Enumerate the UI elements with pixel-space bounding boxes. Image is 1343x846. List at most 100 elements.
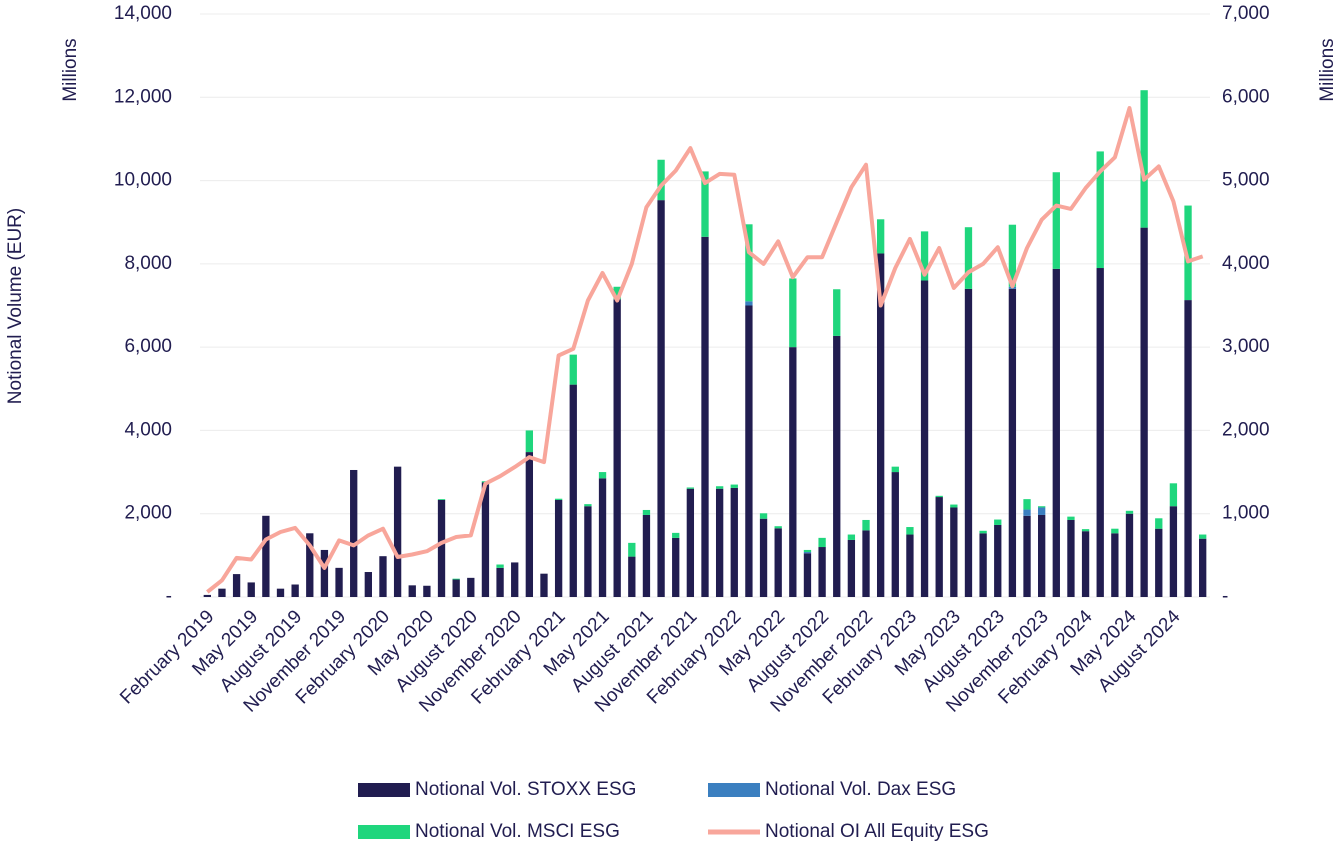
y-tick-label: 4,000: [124, 419, 172, 440]
bar-segment: [759, 518, 768, 597]
y-tick-label: 8,000: [124, 253, 172, 274]
y2-tick-label: 6,000: [1222, 86, 1270, 107]
bar-segment: [1155, 528, 1163, 597]
bar-segment: [232, 574, 241, 597]
bar-segment: [994, 519, 1002, 525]
bar-segment: [715, 486, 724, 489]
bar-segment: [613, 299, 621, 597]
bar-segment: [1111, 528, 1119, 534]
bar-segment: [920, 280, 929, 597]
bar-segment: [437, 499, 446, 597]
bar-segment: [1081, 529, 1090, 532]
bar-segment: [774, 528, 782, 597]
bar-segment: [657, 200, 665, 598]
legend-label: Notional Vol. STOXX ESG: [415, 779, 636, 800]
bar-segment: [774, 526, 782, 529]
bar-segment: [672, 532, 680, 538]
bar-segment: [950, 507, 958, 597]
legend-label: Notional Vol. Dax ESG: [765, 779, 956, 800]
bar-segment: [847, 539, 856, 597]
bar-segment: [584, 504, 592, 507]
bar-segment: [481, 482, 490, 597]
bar-segment: [803, 553, 812, 597]
bar-segment: [920, 231, 929, 281]
bar-segment: [891, 472, 899, 597]
bar-segment: [818, 537, 826, 548]
bar-segment: [876, 253, 885, 598]
bar-segment: [1184, 205, 1192, 301]
bar-segment: [862, 519, 870, 531]
bar-segment: [262, 515, 270, 597]
y2-tick-label: 2,000: [1222, 419, 1270, 440]
legend-label: Notional Vol. MSCI ESG: [415, 821, 620, 842]
bar-segment: [525, 430, 534, 453]
bar-segment: [452, 578, 460, 580]
bar-segment: [745, 224, 753, 302]
bar-segment: [803, 552, 812, 554]
bar-segment: [276, 588, 285, 597]
bar-segment: [759, 513, 768, 519]
y2-tick-label: 4,000: [1222, 253, 1270, 274]
bar-segment: [540, 573, 548, 597]
y2-tick-label: 3,000: [1222, 336, 1270, 357]
bar-segment: [906, 534, 914, 597]
bar-segment: [467, 577, 475, 597]
legend-swatch: [358, 783, 410, 797]
bar-segment: [393, 466, 402, 597]
bar-segment: [642, 514, 651, 597]
bar-segment: [964, 288, 973, 597]
bar-segment: [745, 301, 753, 306]
bar-segment: [1023, 515, 1031, 597]
bar-segment: [715, 488, 724, 597]
legend-swatch: [708, 783, 760, 797]
bar-segment: [496, 567, 504, 597]
y2-tick-label: 1,000: [1222, 503, 1270, 524]
line: [206, 106, 1204, 594]
bar-segment: [745, 305, 753, 597]
bar-segment: [1067, 519, 1075, 597]
bar-segment: [935, 497, 943, 597]
bar-segment: [906, 527, 914, 535]
bar-segment: [876, 219, 885, 254]
bar-segment: [730, 487, 738, 597]
bar-segment: [335, 567, 343, 597]
bar-segment: [847, 534, 856, 540]
bar-segment: [1038, 514, 1046, 597]
bar-segment: [994, 524, 1002, 597]
bar-segment: [1199, 534, 1207, 539]
bar-segment: [1023, 509, 1031, 516]
bar-segment: [554, 499, 563, 597]
bar-segment: [833, 289, 841, 336]
bar-segment: [686, 488, 695, 597]
bar-segment: [1184, 300, 1192, 597]
bar-segment: [525, 452, 534, 597]
bar-segment: [511, 562, 519, 597]
bar-segment: [730, 484, 738, 488]
bar-segment: [291, 584, 299, 597]
bar-segment: [247, 582, 255, 597]
bar-segment: [789, 347, 797, 597]
bar-segment: [1008, 224, 1017, 287]
bar-segment: [598, 478, 607, 597]
bar-segment: [408, 585, 416, 597]
bar-segment: [1169, 506, 1178, 597]
bar-segment: [364, 572, 372, 597]
legend-swatch: [358, 825, 410, 839]
bar-segment: [1199, 538, 1207, 597]
bar-segment: [701, 171, 709, 237]
bar-segment: [672, 537, 680, 597]
bar-segment: [218, 588, 226, 597]
y-axis-label: Notional Volume (EUR): [5, 208, 26, 404]
bar-segment: [950, 504, 958, 508]
bar-segment: [628, 556, 636, 597]
bar-segment: [979, 533, 987, 597]
bar-segment: [1023, 499, 1031, 510]
bar-segment: [1111, 533, 1119, 597]
y-tick-label: 14,000: [114, 3, 172, 24]
legend-label: Notional OI All Equity ESG: [765, 821, 989, 842]
bar-segment: [306, 533, 314, 597]
bar-segment: [569, 354, 577, 385]
bar-segment: [569, 384, 577, 597]
y2-tick-label: -: [1222, 586, 1228, 607]
bar-segment: [1125, 510, 1134, 514]
